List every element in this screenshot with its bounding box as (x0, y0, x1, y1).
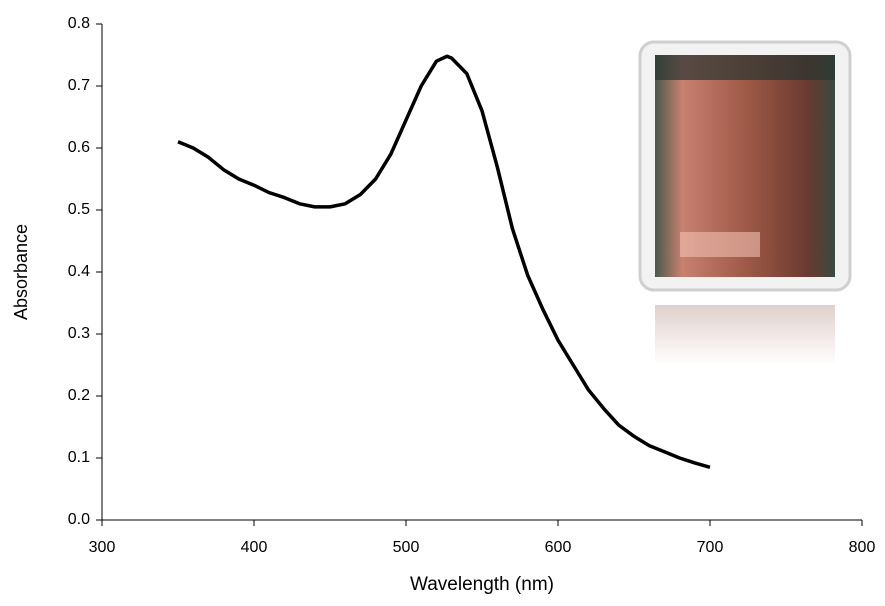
y-tick-label: 0.3 (68, 325, 90, 342)
x-axis-label: Wavelength (nm) (410, 574, 554, 595)
y-tick-label: 0.6 (68, 139, 90, 156)
y-tick-label: 0.7 (68, 77, 90, 94)
x-tick-label: 600 (545, 539, 572, 556)
x-tick-label: 500 (393, 539, 420, 556)
data-line (177, 54, 711, 469)
x-tick-label: 800 (849, 539, 876, 556)
y-tick-label: 0.1 (68, 449, 90, 466)
y-tick-label: 0.0 (68, 511, 90, 528)
y-tick-label: 0.4 (68, 263, 90, 280)
x-tick-label: 700 (697, 539, 724, 556)
x-tick-label: 300 (89, 539, 116, 556)
y-tick-label: 0.8 (68, 15, 90, 32)
y-axis-label: Absorbance (11, 224, 31, 320)
x-tick-label: 400 (241, 539, 268, 556)
y-tick-label: 0.5 (68, 201, 90, 218)
inset-photo (638, 40, 852, 365)
y-tick-label: 0.2 (68, 387, 90, 404)
